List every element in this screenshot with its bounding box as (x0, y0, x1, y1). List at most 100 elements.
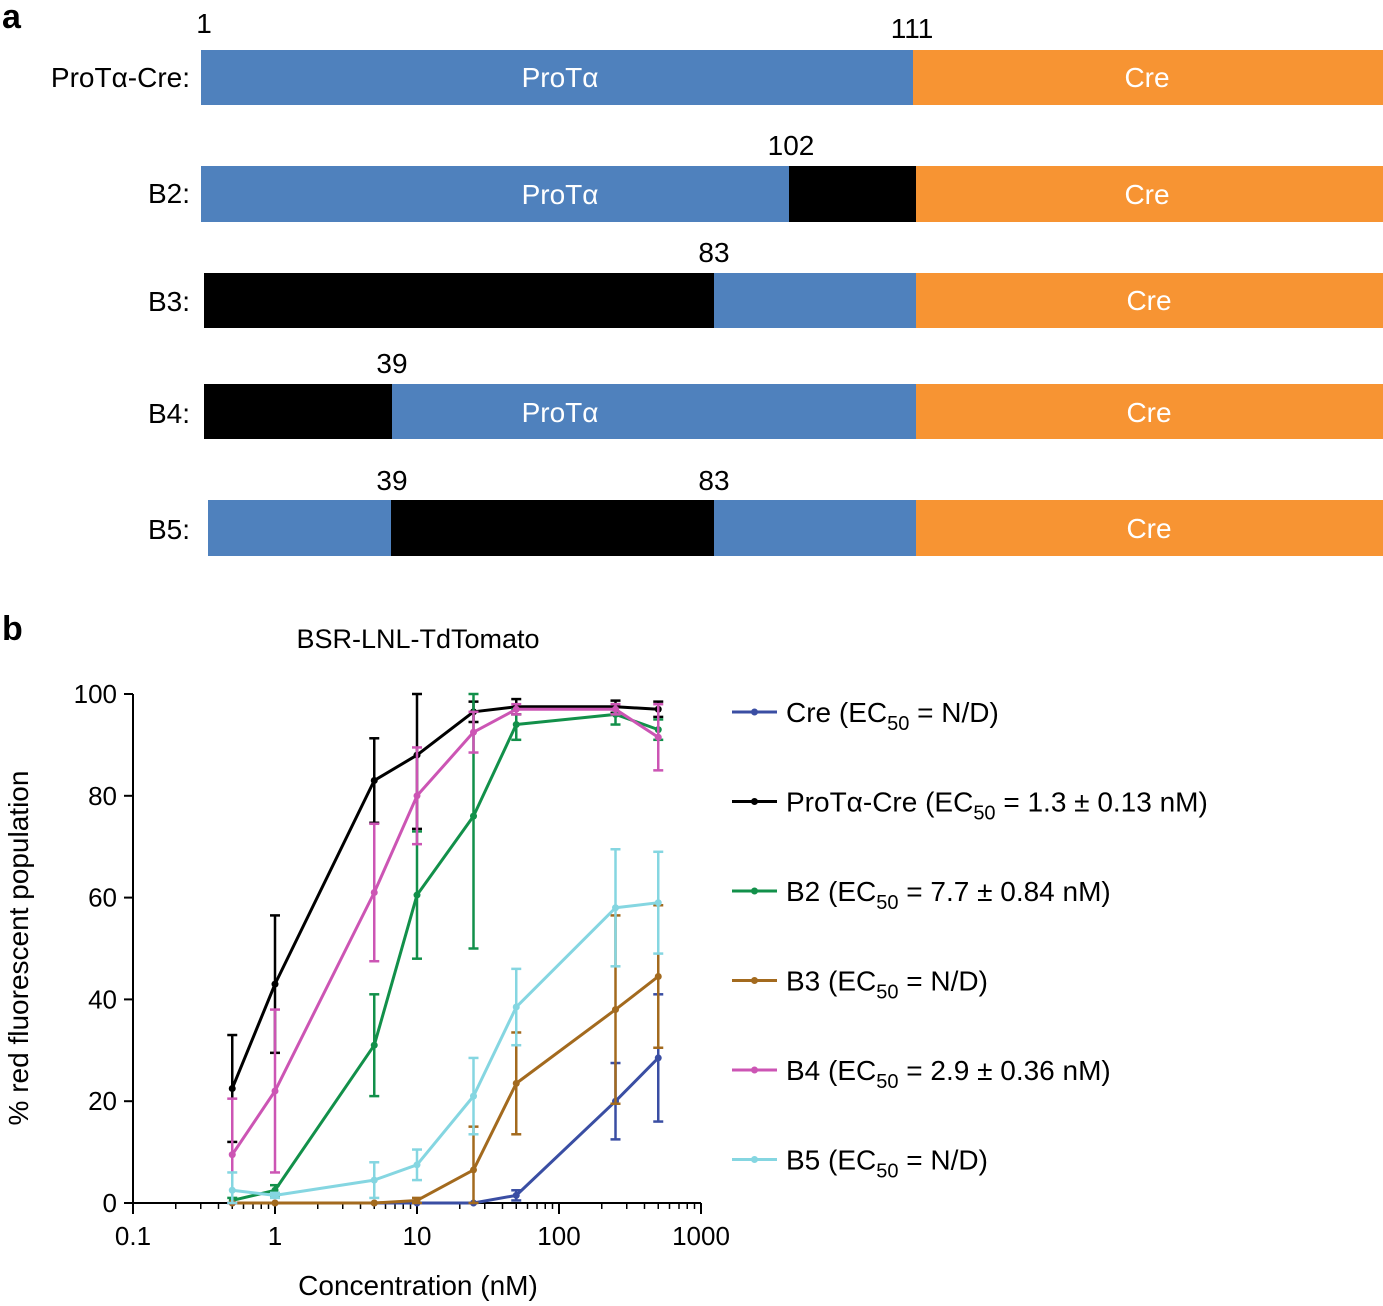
prota-segment (392, 384, 916, 439)
cre-segment (916, 500, 1383, 556)
data-point (612, 705, 620, 713)
construct-label: ProTα-Cre: (51, 62, 190, 93)
cre-segment (916, 273, 1383, 328)
cre-segment-label: Cre (1126, 397, 1171, 428)
residue-number: 102 (768, 130, 815, 161)
cre-segment (916, 384, 1383, 439)
data-point (654, 1054, 662, 1062)
series-line (232, 975, 660, 1205)
series-line (231, 707, 660, 1156)
prota-segment-label: ProTα (522, 179, 599, 210)
data-point (271, 1191, 279, 1199)
data-point (470, 728, 478, 736)
legend-item: Cre (EC50 = N/D) (732, 697, 999, 735)
cre-segment-label: Cre (1126, 513, 1171, 544)
data-point (271, 980, 279, 988)
prota-segment-label: ProTα (522, 62, 599, 93)
y-tick-label: 80 (88, 781, 117, 811)
chart-series (227, 692, 664, 1207)
data-point (654, 899, 662, 907)
legend-swatch-marker (751, 887, 758, 895)
construct-b4: B4: 39 ProTα Cre (148, 348, 1383, 439)
panel-a-label: a (2, 0, 22, 36)
deletion-segment (391, 500, 714, 556)
data-point (370, 889, 378, 897)
cre-segment (916, 166, 1383, 222)
chart-title: BSR-LNL-TdTomato (296, 624, 539, 654)
cre-segment-label: Cre (1124, 179, 1169, 210)
legend-label: B2 (EC50 = 7.7 ± 0.84 nM) (786, 876, 1111, 914)
legend-item: ProTα-Cre (EC50 = 1.3 ± 0.13 nM) (732, 787, 1208, 825)
series-b5 (227, 847, 664, 1205)
legend-swatch-marker (751, 708, 758, 716)
legend-label: ProTα-Cre (EC50 = 1.3 ± 0.13 nM) (786, 787, 1208, 825)
y-tick-label: 40 (88, 984, 117, 1014)
data-point (512, 721, 520, 729)
construct-label: B2: (148, 178, 190, 209)
data-point (512, 1079, 520, 1087)
data-point (228, 1186, 236, 1194)
series-b4 (227, 702, 664, 1205)
data-point (470, 1166, 478, 1174)
series-line (232, 901, 659, 1197)
x-tick-label: 10 (403, 1221, 432, 1251)
chart-legend: Cre (EC50 = N/D) ProTα-Cre (EC50 = 1.3 ± … (732, 697, 1208, 1183)
legend-label: B4 (EC50 = 2.9 ± 0.36 nM) (786, 1055, 1111, 1093)
data-point (228, 1151, 236, 1159)
legend-swatch-marker (751, 1066, 758, 1074)
data-point (470, 812, 478, 820)
panel-b-label: b (2, 610, 23, 648)
prota-segment (201, 50, 913, 105)
data-point (512, 705, 520, 713)
x-tick-label: 0.1 (115, 1221, 151, 1251)
deletion-segment (789, 166, 916, 222)
residue-number: 111 (891, 13, 934, 44)
residue-number: 83 (698, 465, 729, 496)
y-axis-title: % red fluorescent population (3, 771, 34, 1126)
x-tick-label: 1 (268, 1221, 282, 1251)
data-point (271, 1087, 279, 1095)
construct-prota-cre: ProTα-Cre: 1 111 ProTα Cre (51, 8, 1383, 105)
y-tick-label: 0 (103, 1188, 117, 1218)
data-point (370, 1041, 378, 1049)
legend-label: Cre (EC50 = N/D) (786, 697, 999, 735)
residue-number: 39 (376, 348, 407, 379)
legend-item: B3 (EC50 = N/D) (732, 966, 988, 1004)
data-point (612, 1006, 620, 1014)
legend-item: B4 (EC50 = 2.9 ± 0.36 nM) (732, 1055, 1111, 1093)
data-point (413, 792, 421, 800)
series-b2 (227, 692, 664, 1205)
prota-segment (208, 500, 391, 556)
legend-swatch-marker (751, 977, 758, 984)
data-point (512, 1003, 520, 1011)
series-cre (228, 993, 664, 1207)
axis-ticks: 0 20 40 60 80 100 0.1 1 10 100 1000 (74, 679, 730, 1251)
y-tick-label: 20 (88, 1086, 117, 1116)
data-point (370, 1199, 378, 1207)
legend-item: B2 (EC50 = 7.7 ± 0.84 nM) (732, 876, 1111, 914)
cre-segment-label: Cre (1126, 285, 1171, 316)
data-point (612, 904, 620, 912)
data-point (370, 777, 378, 785)
y-tick-label: 60 (88, 883, 117, 913)
construct-label: B5: (148, 514, 190, 545)
prota-segment-label: ProTα (522, 397, 599, 428)
construct-b2: B2: 102 ProTα Cre (148, 130, 1383, 222)
series-prot-cre (227, 692, 664, 1144)
legend-label: B5 (EC50 = N/D) (786, 1145, 988, 1183)
x-tick-label: 100 (537, 1221, 580, 1251)
data-point (654, 972, 662, 980)
data-point (413, 1196, 421, 1204)
construct-label: B4: (148, 398, 190, 429)
panel-a-diagram: ProTα-Cre: 1 111 ProTα Cre B2: 102 ProTα… (51, 8, 1383, 556)
residue-number: 83 (698, 237, 729, 268)
legend-item: B5 (EC50 = N/D) (732, 1145, 988, 1183)
y-tick-label: 100 (74, 679, 117, 709)
construct-label: B3: (148, 286, 190, 317)
legend-swatch-marker (751, 1156, 758, 1163)
cre-segment (913, 50, 1383, 105)
deletion-segment (204, 384, 392, 439)
legend-swatch-marker (751, 798, 758, 805)
construct-b5: B5: 39 83 Cre (148, 465, 1383, 556)
